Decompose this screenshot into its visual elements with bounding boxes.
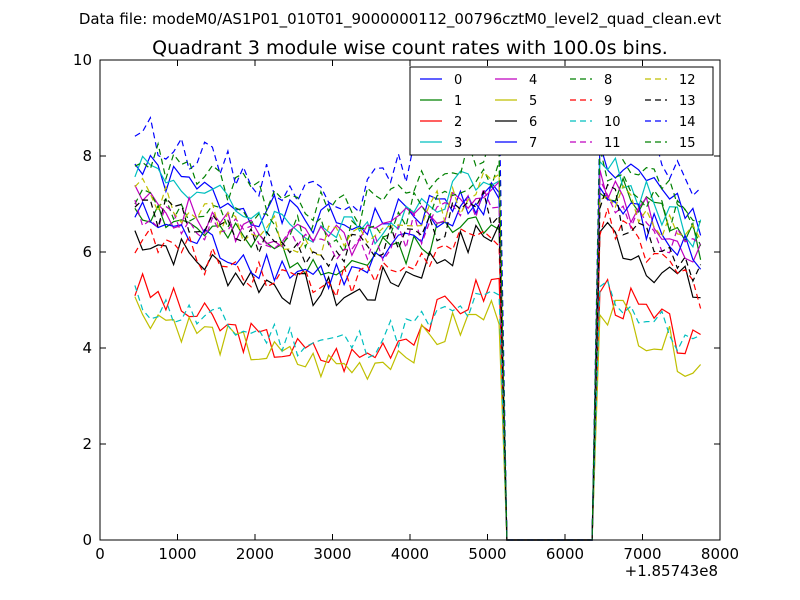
x-tick-label-2000: 2000 xyxy=(236,545,274,563)
legend-label-15: 15 xyxy=(679,136,696,151)
chart-title: Quadrant 3 module wise count rates with … xyxy=(152,37,668,59)
y-tick-label-8: 8 xyxy=(82,147,92,165)
x-tick-label-7000: 7000 xyxy=(623,545,661,563)
series-line-6 xyxy=(134,221,701,541)
legend-label-1: 1 xyxy=(454,94,462,109)
series-line-4 xyxy=(134,169,702,541)
series-line-7 xyxy=(134,184,702,541)
legend-label-5: 5 xyxy=(529,94,537,109)
series-line-12 xyxy=(134,170,702,541)
y-tick-label-0: 0 xyxy=(82,531,92,549)
legend-label-3: 3 xyxy=(454,136,462,151)
legend-label-11: 11 xyxy=(604,136,621,151)
x-offset-label: +1.85743e8 xyxy=(625,562,718,580)
x-tick-label-6000: 6000 xyxy=(546,545,584,563)
suptitle: Data file: modeM0/AS1P01_010T01_90000001… xyxy=(79,10,721,29)
legend-label-2: 2 xyxy=(454,115,462,130)
series-line-10 xyxy=(134,279,701,541)
legend-label-0: 0 xyxy=(454,73,462,88)
legend-label-7: 7 xyxy=(529,136,537,151)
x-tick-label-4000: 4000 xyxy=(391,545,429,563)
x-tick-label-1000: 1000 xyxy=(158,545,196,563)
series-line-15 xyxy=(134,133,701,541)
series-line-11 xyxy=(134,179,701,541)
x-tick-label-5000: 5000 xyxy=(468,545,506,563)
y-tick-label-2: 2 xyxy=(82,435,92,453)
legend-label-10: 10 xyxy=(604,115,621,130)
legend-label-8: 8 xyxy=(604,73,612,88)
legend-box xyxy=(409,66,714,156)
legend-label-13: 13 xyxy=(679,94,696,109)
y-tick-label-4: 4 xyxy=(82,339,92,357)
series-line-9 xyxy=(134,205,702,541)
x-tick-label-3000: 3000 xyxy=(313,545,351,563)
series-line-13 xyxy=(134,183,702,541)
y-tick-label-6: 6 xyxy=(82,243,92,261)
series-line-0 xyxy=(134,143,702,541)
y-tick-label-10: 10 xyxy=(73,51,92,69)
legend-label-4: 4 xyxy=(529,73,537,88)
legend-label-14: 14 xyxy=(679,115,696,130)
series-lines xyxy=(134,96,702,541)
x-tick-label-0: 0 xyxy=(95,545,105,563)
legend-label-6: 6 xyxy=(529,115,537,130)
legend-label-9: 9 xyxy=(604,94,612,109)
legend-label-12: 12 xyxy=(679,73,696,88)
series-line-2 xyxy=(134,272,701,541)
x-tick-label-8000: 8000 xyxy=(701,545,739,563)
